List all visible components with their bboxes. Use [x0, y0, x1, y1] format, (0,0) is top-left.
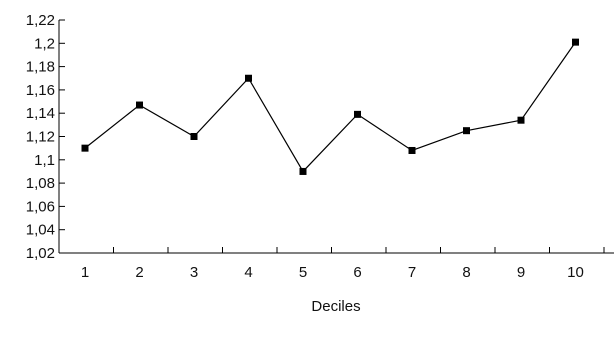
y-tick-label: 1,04 — [26, 222, 55, 239]
x-tick-label: 1 — [81, 264, 89, 281]
data-point — [572, 38, 579, 46]
data-point — [299, 167, 307, 175]
x-tick-label: 5 — [299, 264, 307, 281]
data-point — [517, 116, 525, 124]
data-point — [245, 74, 252, 82]
x-axis-title: Deciles — [311, 298, 360, 315]
x-axis: 1 2 3 4 5 6 7 8 9 10 — [59, 247, 614, 281]
y-tick-label: 1,02 — [26, 245, 55, 262]
y-tick-label: 1,16 — [26, 82, 55, 99]
y-tick-label: 1,2 — [34, 35, 55, 52]
y-tick-label: 1,1 — [34, 152, 55, 169]
y-tick-label: 1,06 — [26, 198, 55, 215]
x-tick-label: 2 — [135, 264, 143, 281]
y-ticks: 1,02 1,04 1,06 1,08 1,1 1,12 1,14 1,16 1,18 1,2 1,… — [26, 12, 65, 262]
x-tick-label: 10 — [567, 264, 584, 281]
data-point — [136, 101, 143, 109]
x-tick-label: 3 — [190, 264, 198, 281]
y-tick-label: 1,18 — [26, 59, 55, 76]
data-point — [190, 133, 198, 140]
x-ticks: 1 2 3 4 5 6 7 8 9 10 — [81, 247, 605, 281]
y-tick-label: 1,08 — [26, 175, 55, 192]
x-tick-label: 7 — [408, 264, 416, 281]
x-tick-label: 8 — [462, 264, 470, 281]
data-point — [354, 110, 361, 118]
y-axis: 1,02 1,04 1,06 1,08 1,1 1,12 1,14 1,16 1,18 1,2 1,… — [26, 12, 65, 262]
x-tick-label: 6 — [353, 264, 361, 281]
x-tick-label: 9 — [517, 264, 525, 281]
y-tick-label: 1,12 — [26, 129, 55, 146]
data-point — [81, 144, 89, 152]
series-line — [84, 41, 576, 173]
data-point — [408, 146, 416, 154]
y-tick-label: 1,22 — [26, 12, 55, 29]
x-tick-label: 4 — [244, 264, 252, 281]
y-tick-label: 1,14 — [26, 105, 55, 122]
data-point — [463, 127, 470, 135]
series — [81, 38, 579, 175]
